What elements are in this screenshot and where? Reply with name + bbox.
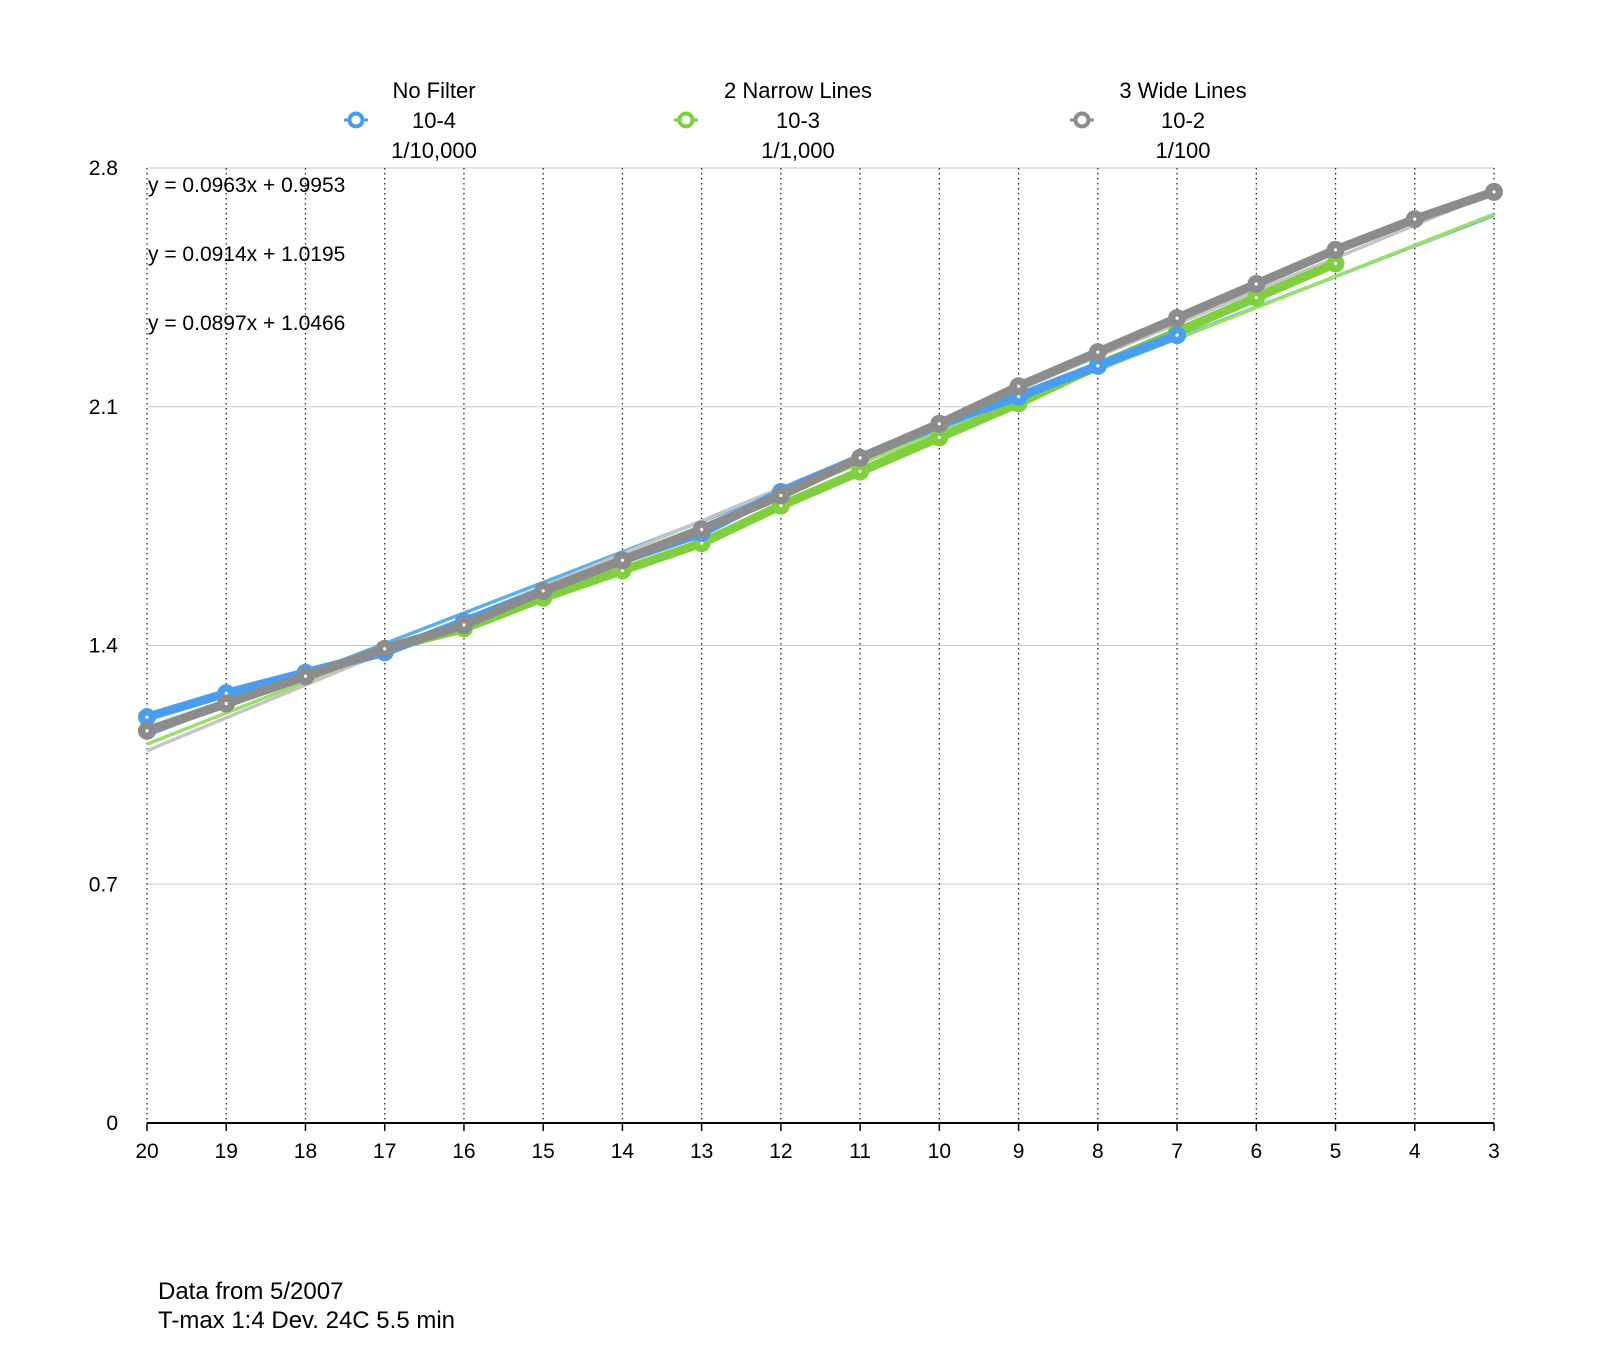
x-tick-label: 15 <box>531 1140 554 1163</box>
wide-lines-point-center <box>145 729 149 733</box>
narrow-lines-point-center <box>700 541 704 545</box>
chart-note-development: T-max 1:4 Dev. 24C 5.5 min <box>158 1307 455 1334</box>
no-filter-point-center <box>1016 394 1021 399</box>
no-filter-trendline-equation: y = 0.0897x + 1.0466 <box>148 312 345 335</box>
wide-lines-point-center <box>1016 384 1021 388</box>
x-tick-label: 20 <box>135 1140 158 1163</box>
narrow-lines-legend-text: 2 Narrow Lines <box>724 78 872 103</box>
x-tick-label: 18 <box>294 1140 317 1163</box>
wide-lines-point-center <box>224 701 228 706</box>
x-tick-label: 9 <box>1013 1140 1025 1163</box>
wide-lines-point-center <box>303 674 308 678</box>
narrow-lines-point-center <box>620 568 625 573</box>
wide-lines-legend-marker <box>1073 111 1091 129</box>
wide-lines-point-center <box>1413 217 1417 221</box>
x-tick-label: 7 <box>1171 1140 1183 1163</box>
narrow-lines-point-center <box>937 435 941 440</box>
wide-lines-legend-text: 10-2 <box>1161 108 1205 133</box>
wide-lines-point-center <box>858 456 862 460</box>
chart-note-date: Data from 5/2007 <box>158 1278 344 1305</box>
no-filter-point-center <box>1175 333 1179 337</box>
wide-lines-point-center <box>779 493 783 498</box>
x-tick-label: 8 <box>1092 1140 1104 1163</box>
wide-lines-point-center <box>1492 190 1496 194</box>
no-filter-legend-text: 1/10,000 <box>391 138 477 163</box>
x-tick-label: 16 <box>452 1140 475 1163</box>
axes: 0 0.7 1.4 2.1 2.8 20 19 18 17 16 15 14 13 12 11 10 9 8 7 6 5… <box>89 157 1500 1163</box>
x-tick-label: 10 <box>928 1140 951 1163</box>
x-tick-label: 3 <box>1488 1140 1500 1163</box>
y-tick-label: 2.8 <box>89 157 118 180</box>
narrow-lines-point-center <box>1333 261 1338 266</box>
x-tick-label: 14 <box>611 1140 635 1163</box>
wide-lines-trendline-equation: y = 0.0963x + 0.9953 <box>148 174 345 197</box>
wide-lines-point-center <box>937 422 941 426</box>
wide-lines-point-center <box>1333 248 1338 252</box>
narrow-lines-point-center <box>858 469 862 474</box>
no-filter-point-center <box>1096 364 1100 368</box>
no-filter-legend-text: 10-4 <box>412 108 456 133</box>
wide-lines-point-center <box>620 558 625 562</box>
no-filter-point-center <box>224 691 228 695</box>
wide-lines-point-center <box>1254 282 1258 286</box>
y-tick-label: 2.1 <box>89 396 118 419</box>
narrow-lines-legend-text: 1/1,000 <box>761 138 834 163</box>
x-tick-label: 19 <box>215 1140 238 1163</box>
wide-lines-line <box>142 187 1499 736</box>
grid <box>146 167 1495 1123</box>
narrow-lines-legend-marker <box>677 111 695 129</box>
x-tick-label: 17 <box>373 1140 396 1163</box>
narrow-lines-trendline-equation: y = 0.0914x + 1.0195 <box>148 243 345 266</box>
wide-lines-point-center <box>462 623 466 627</box>
x-tick-label: 4 <box>1409 1140 1421 1163</box>
y-tick-label: 0 <box>106 1112 118 1135</box>
x-tick-label: 6 <box>1250 1140 1262 1163</box>
wide-lines-point-center <box>541 589 545 593</box>
wide-lines-point-center <box>1175 316 1179 320</box>
wide-lines-point-center <box>383 647 387 651</box>
x-tick-label: 5 <box>1330 1140 1342 1163</box>
wide-lines-legend-text: 1/100 <box>1155 138 1210 163</box>
legend: No Filter 10-4 1/10,000 2 Narrow Lines 10-3 1… <box>344 78 1247 163</box>
series-lines <box>138 182 1503 740</box>
no-filter-point-center <box>145 715 149 719</box>
no-filter-legend-text: No Filter <box>392 78 475 103</box>
x-tick-label: 12 <box>769 1140 792 1163</box>
narrow-lines-point-center <box>1254 296 1258 300</box>
y-tick-label: 1.4 <box>89 635 119 658</box>
wide-lines-point-center <box>700 527 704 532</box>
wide-lines-legend-text: 3 Wide Lines <box>1119 78 1246 103</box>
narrow-lines-legend-text: 10-3 <box>776 108 820 133</box>
no-filter-legend-marker <box>347 111 365 129</box>
wide-lines-point-center <box>1096 350 1100 354</box>
narrow-lines-point-center <box>779 504 783 508</box>
y-tick-label: 0.7 <box>89 873 118 896</box>
trendline-equations: y = 0.0963x + 0.9953 y = 0.0914x + 1.0195… <box>148 174 345 335</box>
x-tick-label: 13 <box>690 1140 713 1163</box>
x-tick-label: 11 <box>849 1140 871 1163</box>
